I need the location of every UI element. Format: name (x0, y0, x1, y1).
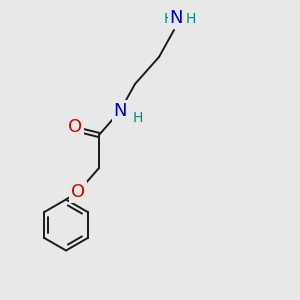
Text: N: N (113, 102, 127, 120)
Text: H: H (132, 112, 142, 125)
Text: N: N (169, 9, 183, 27)
Text: H: H (185, 12, 196, 26)
Text: O: O (71, 183, 85, 201)
Text: H: H (164, 12, 174, 26)
Text: O: O (68, 118, 82, 136)
